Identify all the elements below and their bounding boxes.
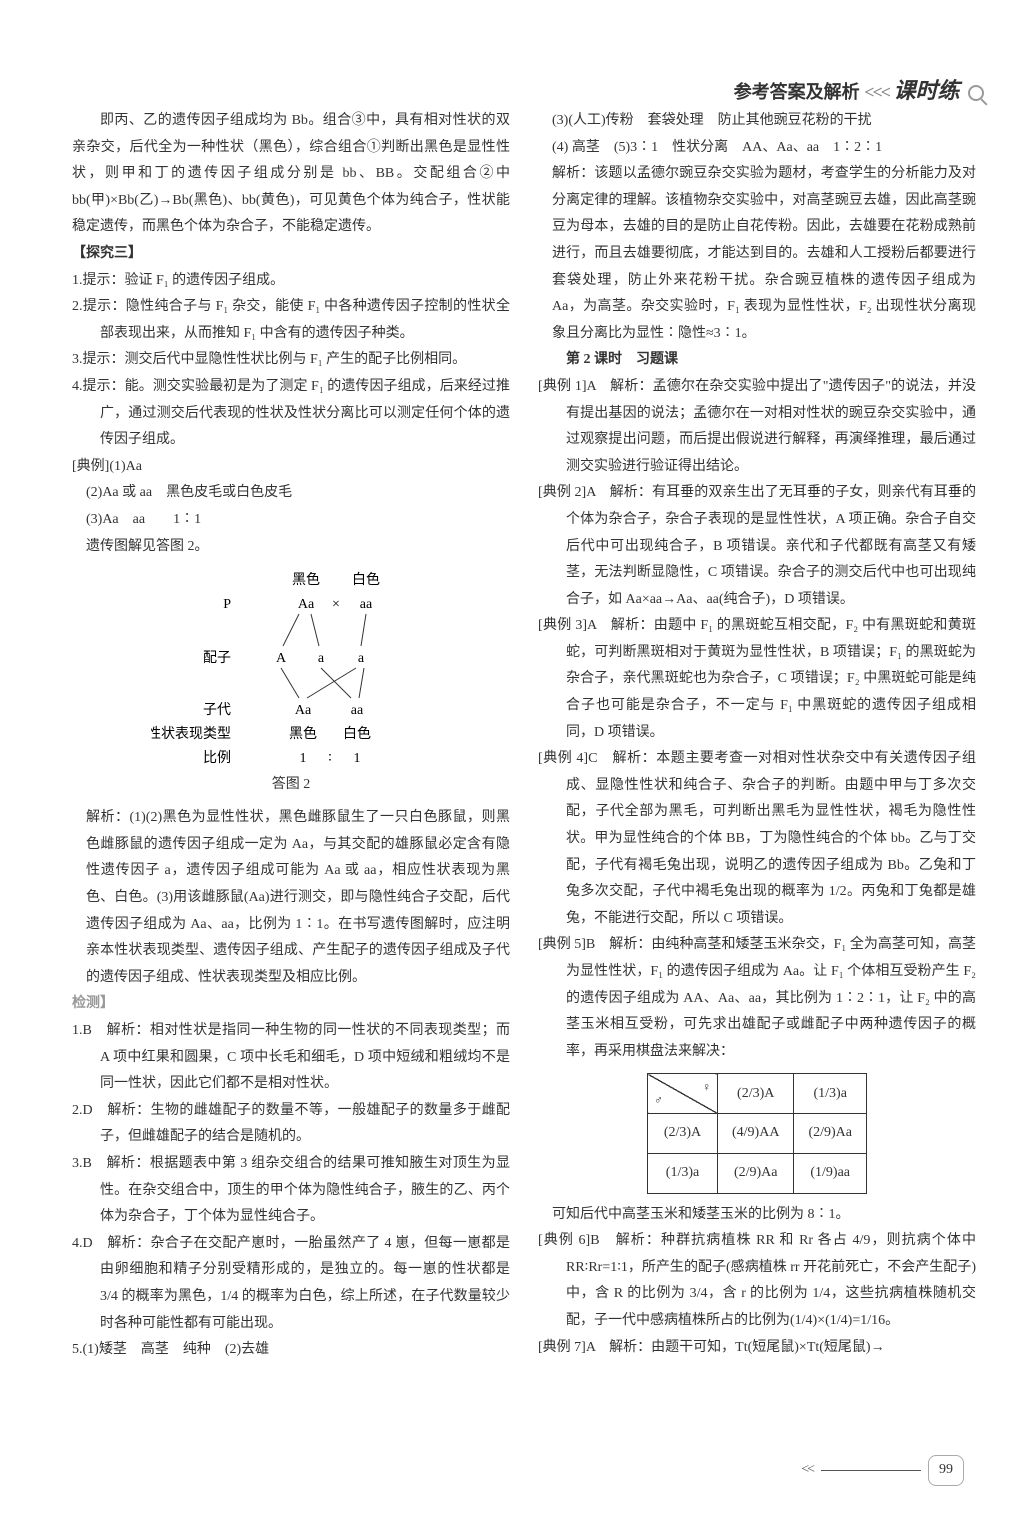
page-number: 99 xyxy=(928,1455,964,1486)
diag-off-right: aa xyxy=(351,703,364,718)
right-r3: 解析：该题以孟德尔豌豆杂交实验为题材，考查学生的分析能力及对分离定律的理解。该植… xyxy=(538,161,976,347)
dianli-d: 遗传图解见答图 2。 xyxy=(72,534,510,561)
left-column: 即丙、乙的遗传因子组成均为 Bb。组合③中，具有相对性状的双亲杂交，后代全为一种… xyxy=(72,108,510,1364)
left-q5: 5.(1)矮茎 高茎 纯种 (2)去雄 xyxy=(72,1337,510,1364)
right-column: (3)(人工)传粉 套袋处理 防止其他豌豆花粉的干扰 (4) 高茎 (5)3∶1… xyxy=(538,108,976,1364)
right-d2: [典例 2]A 解析：有耳垂的双亲生出了无耳垂的子女，则亲代有耳垂的个体为杂合子… xyxy=(538,480,976,613)
left-q2: 2.D 解析：生物的雌雄配子的数量不等，一般雄配子的数量多于雌配子，但雌雄配子的… xyxy=(72,1098,510,1151)
diag-ratio-right: 1 xyxy=(354,751,361,766)
left-t4: 4.提示：能。测交实验最初是为了测定 F₁ 的遗传因子组成，后来经过推广，通过测… xyxy=(72,374,510,454)
diagram-caption: 答图 2 xyxy=(72,772,510,797)
punnett-female: ♀ xyxy=(702,1076,711,1099)
right-d3: [典例 3]A 解析：由题中 F₁ 的黑斑蛇互相交配，F₂ 中有黑斑蛇和黄斑蛇，… xyxy=(538,613,976,746)
diag-ratio-colon: ∶ xyxy=(328,751,332,766)
punnett-cell-10: (2/9)Aa xyxy=(718,1153,794,1193)
punnett-cell-01: (2/9)Aa xyxy=(794,1114,867,1154)
diag-pheno-right: 白色 xyxy=(343,725,371,742)
tanjiu-head: 【探究三】 xyxy=(72,241,510,268)
right-d5a: [典例 5]B 解析：由纯种高茎和矮茎玉米杂交，F₁ 全为高茎可知，高茎为显性性… xyxy=(538,932,976,1065)
punnett-row-1: (1/3)a xyxy=(648,1153,718,1193)
magnify-icon xyxy=(968,85,984,101)
left-q3: 3.B 解析：根据题表中第 3 组杂交组合的结果可推知腋生对顶生为显性。在杂交组… xyxy=(72,1151,510,1231)
dianli-c: (3)Aa aa 1∶1 xyxy=(72,507,510,534)
intro-paragraph: 即丙、乙的遗传因子组成均为 Bb。组合③中，具有相对性状的双亲杂交，后代全为一种… xyxy=(72,108,510,241)
punnett-cell-00: (4/9)AA xyxy=(718,1114,794,1154)
content-area: 即丙、乙的遗传因子组成均为 Bb。组合③中，具有相对性状的双亲杂交，后代全为一种… xyxy=(72,108,976,1364)
punnett-row-0: (2/3)A xyxy=(648,1114,718,1154)
right-r2: (4) 高茎 (5)3∶1 性状分离 AA、Aa、aa 1∶2∶1 xyxy=(538,135,976,162)
right-d4: [典例 4]C 解析：本题主要考查一对相对性状杂交中有关遗传因子组成、显隐性性状… xyxy=(538,746,976,932)
punnett-male: ♂ xyxy=(654,1089,663,1112)
diag-gam-0: A xyxy=(276,651,287,666)
diag-p-left: Aa xyxy=(298,597,315,612)
right-d5b: 可知后代中高茎玉米和矮茎玉米的比例为 8∶1。 xyxy=(538,1202,976,1229)
right-d1: [典例 1]A 解析：孟德尔在杂交实验中提出了"遗传因子"的说法，并没有提出基因… xyxy=(538,374,976,480)
footer-arrows: << xyxy=(801,1462,813,1477)
page-header: 参考答案及解析 <<< 课时练 xyxy=(734,70,984,112)
punnett-col-1: (1/3)a xyxy=(794,1074,867,1114)
dianli-a: [典例](1)Aa xyxy=(72,454,510,481)
right-r1: (3)(人工)传粉 套袋处理 防止其他豌豆花粉的干扰 xyxy=(538,108,976,135)
diag-row-off: 子代 xyxy=(203,702,231,718)
diag-ratio-left: 1 xyxy=(300,751,307,766)
diag-black: 黑色 xyxy=(292,571,320,588)
punnett-col-0: (2/3)A xyxy=(718,1074,794,1114)
dianli-b: (2)Aa 或 aa 黑色皮毛或白色皮毛 xyxy=(72,480,510,507)
header-keshi: 课时 xyxy=(893,78,937,103)
punnett-corner: ♀ ♂ xyxy=(648,1074,718,1114)
left-t2: 2.提示：隐性纯合子与 F₁ 杂交，能使 F₁ 中各种遗传因子控制的性状全部表现… xyxy=(72,294,510,347)
left-q4: 4.D 解析：杂合子在交配产崽时，一胎虽然产了 4 崽，但每一崽都是由卵细胞和精… xyxy=(72,1231,510,1337)
section-2-head: 第 2 课时 习题课 xyxy=(538,347,976,374)
right-d6: [典例 6]B 解析：种群抗病植株 RR 和 Rr 各占 4/9，则抗病个体中 … xyxy=(538,1228,976,1334)
genetics-diagram: 黑色 白色 P Aa × aa 配子 A a a 子代 Aa aa xyxy=(72,568,510,797)
left-t1: 1.提示：验证 F₁ 的遗传因子组成。 xyxy=(72,268,510,295)
header-lian: 练 xyxy=(937,78,959,103)
diag-gam-2: a xyxy=(358,651,365,666)
diag-row-pheno: 性状表现类型 xyxy=(151,726,231,742)
header-arrows: <<< xyxy=(864,82,889,102)
diag-p-right: aa xyxy=(360,597,373,612)
punnett-table: ♀ ♂ (2/3)A (1/3)a (2/3)A (4/9)AA (2/9)Aa… xyxy=(647,1073,867,1193)
diag-row-ratio: 比例 xyxy=(203,750,231,766)
diag-row-p: P xyxy=(223,597,231,612)
jiance-head: 检测】 xyxy=(72,991,510,1018)
diagram-svg: 黑色 白色 P Aa × aa 配子 A a a 子代 Aa aa xyxy=(151,568,431,768)
diag-white: 白色 xyxy=(352,571,380,588)
right-d7: [典例 7]A 解析：由题干可知，Tt(短尾鼠)×Tt(短尾鼠)→ xyxy=(538,1335,976,1362)
diag-pheno-left: 黑色 xyxy=(289,725,317,742)
diag-gam-1: a xyxy=(318,651,325,666)
punnett-cell-11: (1/9)aa xyxy=(794,1153,867,1193)
left-t3: 3.提示：测交后代中显隐性性状比例与 F₁ 产生的配子比例相同。 xyxy=(72,347,510,374)
left-q1: 1.B 解析：相对性状是指同一种生物的同一性状的不同表现类型；而 A 项中红果和… xyxy=(72,1018,510,1098)
diag-p-cross: × xyxy=(332,597,340,612)
page-footer: << 99 xyxy=(801,1455,964,1486)
diag-row-gamete: 配子 xyxy=(203,650,231,666)
diag-off-left: Aa xyxy=(295,703,312,718)
left-jiexi: 解析：(1)(2)黑色为显性性状，黑色雌豚鼠生了一只白色豚鼠，则黑色雌豚鼠的遗传… xyxy=(72,805,510,991)
header-title: 参考答案及解析 xyxy=(734,82,860,102)
footer-line xyxy=(821,1470,921,1471)
